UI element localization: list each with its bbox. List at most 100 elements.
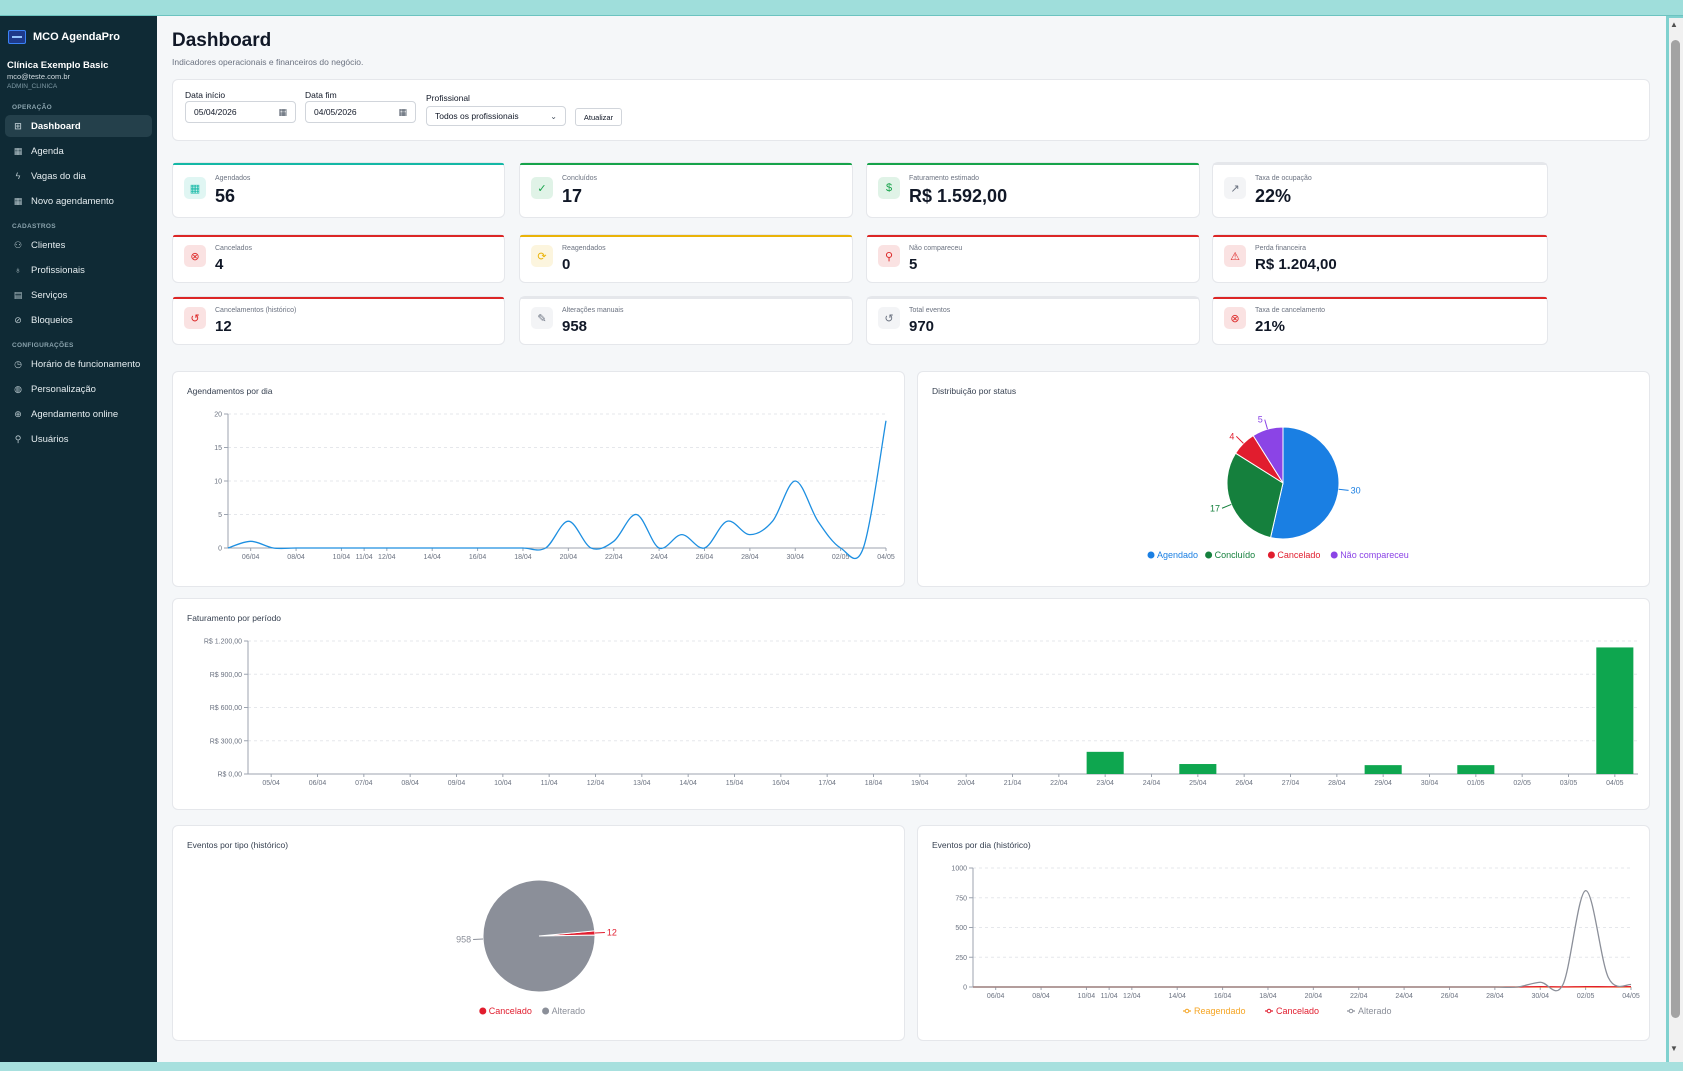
- kpi-label: Não compareceu: [909, 245, 963, 252]
- x-tick-label: 14/04: [423, 554, 441, 561]
- y-tick-label: R$ 0,00: [217, 772, 242, 779]
- kpi-label: Taxa de ocupação: [1255, 175, 1312, 182]
- sidebar-item-label: Dashboard: [31, 120, 81, 132]
- palette-icon: ◍: [14, 383, 22, 394]
- scroll-down-icon[interactable]: ▼: [1670, 1044, 1678, 1053]
- events-by-type-chart: 12 958 Cancelado Alterado: [456, 879, 617, 1016]
- kpi-card: ⟳ Reagendados 0: [519, 234, 853, 283]
- y-tick-label: 750: [955, 895, 967, 902]
- end-date-value: 04/05/2026: [314, 107, 357, 117]
- end-date-label: Data fim: [305, 90, 337, 100]
- sidebar-item-servicos[interactable]: ▤ Serviços: [5, 284, 152, 306]
- sidebar-item-horario-de-funcionamento[interactable]: ◷ Horário de funcionamento: [5, 353, 152, 375]
- x-tick-label: 15/04: [726, 780, 744, 787]
- pie-value-label: 30: [1351, 485, 1361, 495]
- legend-label: Não compareceu: [1340, 550, 1409, 560]
- start-date-input[interactable]: 05/04/2026 ▦: [185, 101, 296, 123]
- kpi-label: Cancelados: [215, 245, 252, 252]
- sidebar-item-clientes[interactable]: ⚇ Clientes: [5, 234, 152, 256]
- kpi-accent-bar: [173, 297, 504, 299]
- sidebar-item-novo-agendamento[interactable]: ▦ Novo agendamento: [5, 190, 152, 212]
- sidebar-item-dashboard[interactable]: ⊞ Dashboard: [5, 115, 152, 137]
- x-tick-label: 30/04: [1531, 993, 1549, 1000]
- appointments-per-day-chart: 0 5 10 15 20 06/04 08/04 10/04 11/04 12/04 14/04 16…: [214, 412, 895, 562]
- x-tick-label: 06/04: [987, 993, 1005, 1000]
- sidebar-item-agenda[interactable]: ▦ Agenda: [5, 140, 152, 162]
- sidebar-item-label: Clientes: [31, 239, 66, 251]
- x-tick-label: 30/04: [1421, 780, 1439, 787]
- scroll-up-icon[interactable]: ▲: [1670, 20, 1678, 29]
- kpi-card: $ Faturamento estimado R$ 1.592,00: [866, 162, 1200, 218]
- scrollbar-thumb[interactable]: [1671, 40, 1680, 1018]
- calendar-icon: ▦: [184, 177, 206, 199]
- brand[interactable]: MCO AgendaPro: [0, 26, 157, 48]
- professional-label: Profissional: [426, 93, 470, 103]
- x-tick-label: 10/04: [494, 780, 512, 787]
- x-tick-label: 26/04: [1235, 780, 1253, 787]
- x-tick-label: 26/04: [696, 554, 714, 561]
- status-distribution-card: Distribuição por status 30 17 4 5 Agendado Co…: [917, 371, 1650, 587]
- kpi-value: 0: [562, 256, 571, 273]
- legend-label: Cancelado: [1276, 1006, 1319, 1016]
- x-tick-label: 29/04: [1374, 780, 1392, 787]
- kpi-accent-bar: [520, 235, 852, 237]
- kpi-accent-bar: [520, 297, 852, 299]
- update-button[interactable]: Atualizar: [575, 108, 622, 126]
- sidebar-item-vagas-do-dia[interactable]: ϟ Vagas do dia: [5, 165, 152, 187]
- kpi-label: Alterações manuais: [562, 307, 624, 314]
- app-window: MCO AgendaPro Clínica Exemplo Basic mco@…: [0, 16, 1683, 1062]
- sidebar-item-personalizacao[interactable]: ◍ Personalização: [5, 378, 152, 400]
- chart-title: Eventos por tipo (histórico): [187, 840, 289, 850]
- filters-card: Data início 05/04/2026 ▦ Data fim 04/05/…: [172, 79, 1650, 141]
- legend-label: Reagendado: [1194, 1006, 1246, 1016]
- end-date-input[interactable]: 04/05/2026 ▦: [305, 101, 416, 123]
- sidebar-nav: OPERAÇÃO ⊞ Dashboard ▦ Agenda ϟ Vagas do dia ▦ N…: [0, 104, 157, 450]
- x-tick-label: 11/04: [1101, 993, 1118, 1000]
- brand-logo-icon: [8, 30, 26, 44]
- bar: [1179, 764, 1217, 774]
- x-tick-label: 20/04: [1305, 993, 1323, 1000]
- events-per-day-chart: 0 250 500 750 1000 06/04 08/04 10/04 11/04 12/04 1…: [951, 866, 1640, 1017]
- x-tick-label: 04/05: [877, 554, 895, 561]
- org-role: ADMIN_CLINICA: [7, 83, 58, 90]
- x-tick-label: 17/04: [818, 780, 836, 787]
- kpi-card: ⚲ Não compareceu 5: [866, 234, 1200, 283]
- pie-value-label: 958: [456, 935, 471, 945]
- page-subtitle: Indicadores operacionais e financeiros d…: [172, 57, 364, 67]
- sidebar-item-usuarios[interactable]: ⚲ Usuários: [5, 428, 152, 450]
- sidebar-item-label: Serviços: [31, 289, 68, 301]
- bar: [1364, 765, 1402, 774]
- pie-label-line: [1264, 419, 1268, 430]
- sidebar-item-profissionais[interactable]: ♁ Profissionais: [5, 259, 152, 281]
- kpi-accent-bar: [867, 235, 1199, 237]
- kpi-label: Total eventos: [909, 307, 951, 314]
- kpi-card: ↺ Total eventos 970: [866, 296, 1200, 345]
- kpi-card: ✎ Alterações manuais 958: [519, 296, 853, 345]
- kpi-label: Cancelamentos (histórico): [215, 307, 297, 314]
- kpi-value: 5: [909, 256, 918, 273]
- sidebar-item-agendamento-online[interactable]: ⊕ Agendamento online: [5, 403, 152, 425]
- kpi-accent-bar: [520, 163, 852, 165]
- legend-marker: [1348, 1008, 1354, 1014]
- start-date-label: Data início: [185, 90, 226, 100]
- pie-value-label: 17: [1210, 503, 1220, 513]
- kpi-value: R$ 1.204,00: [1255, 256, 1337, 273]
- browser-bottom-strip: [0, 1062, 1683, 1071]
- kpi-value: 56: [215, 186, 236, 206]
- brand-name: MCO AgendaPro: [33, 31, 120, 43]
- sidebar-item-bloqueios[interactable]: ⊘ Bloqueios: [5, 309, 152, 331]
- status-distribution-chart: 30 17 4 5 Agendado Concluído Cancelado Não comp…: [1147, 415, 1409, 560]
- x-tick-label: 14/04: [1168, 993, 1186, 1000]
- professional-select[interactable]: Todos os profissionais ⌄: [426, 106, 566, 126]
- kpi-label: Reagendados: [562, 245, 606, 252]
- appointments-per-day-card: Agendamentos por dia 0 5 10 15 20 06/04 08/04 1…: [172, 371, 905, 587]
- y-tick-label: R$ 300,00: [210, 738, 242, 745]
- x-tick-label: 12/04: [587, 780, 605, 787]
- kpi-value: 958: [562, 318, 588, 335]
- users-icon: ⚇: [13, 239, 23, 250]
- x-tick-label: 04/05: [1622, 993, 1640, 1000]
- x-tick-label: 18/04: [865, 780, 883, 787]
- dollar-icon: $: [878, 177, 900, 199]
- calendar-icon: ▦: [13, 145, 23, 156]
- kpi-value: 4: [215, 256, 224, 273]
